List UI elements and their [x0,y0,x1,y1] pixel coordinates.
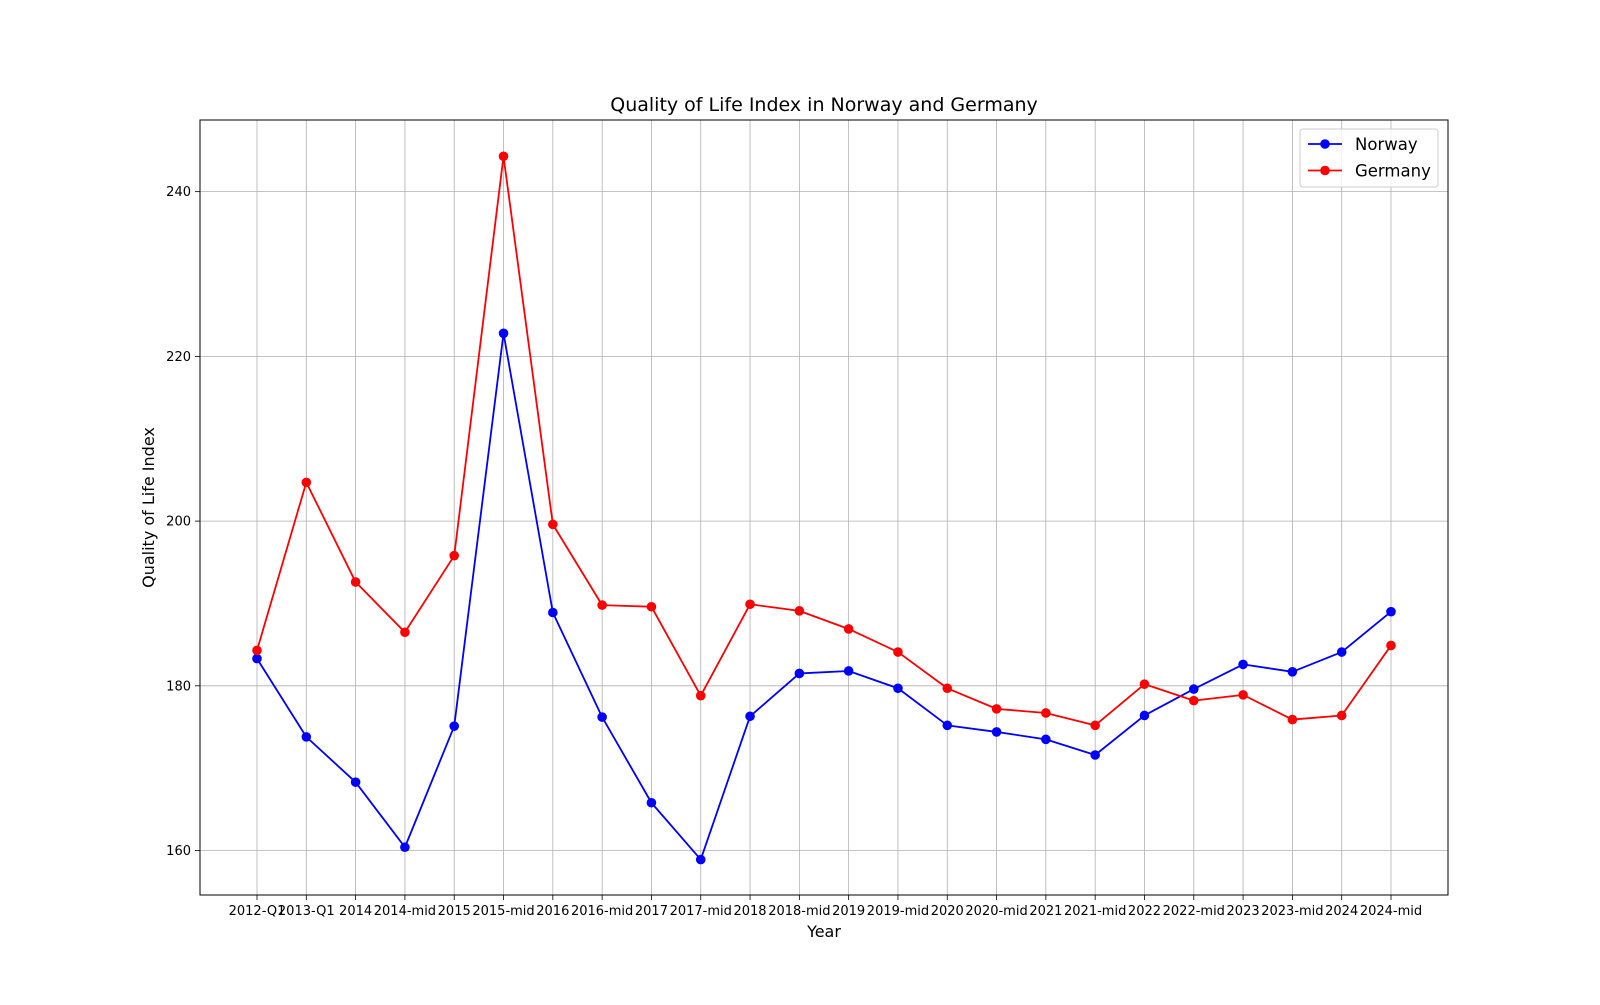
data-point-germany [843,624,854,634]
data-point-germany [794,606,805,616]
x-tick-label: 2014 [339,904,372,919]
data-point-germany [1139,679,1150,689]
x-tick-label: 2017 [635,904,668,919]
x-tick-label: 2022 [1128,904,1161,919]
data-point-norway [1238,659,1248,670]
x-tick-label: 2018-mid [768,904,830,919]
series-line-germany [256,155,1392,727]
data-point-germany [695,690,706,701]
data-point-germany [1238,690,1248,700]
legend-item-germany: Germany [1308,162,1431,181]
x-tick-label: 2017-mid [670,904,732,919]
data-point-germany [893,647,903,657]
series-germany [252,151,1396,731]
legend: Norway Germany [1299,128,1439,188]
data-point-norway [350,777,361,787]
data-point-norway [794,668,805,679]
data-point-norway [991,727,1002,737]
x-tick-label: 2023 [1227,904,1260,919]
legend-item-norway: Norway [1308,135,1418,154]
data-point-norway [301,732,312,742]
series-line-norway [256,332,1392,861]
data-point-germany [400,627,410,638]
y-tick-label: 200 [166,515,191,530]
x-tick-label: 2019-mid [867,904,929,919]
data-point-germany [1287,714,1298,725]
x-tick-label: 2019 [832,904,865,919]
data-point-norway [646,797,657,808]
data-point-germany [991,704,1002,714]
data-point-germany [745,599,755,610]
x-tick-label: 2020 [931,904,964,919]
data-point-germany [942,683,953,694]
data-point-norway [1041,734,1051,745]
x-tick-label: 2016 [536,904,569,919]
grid [200,120,1448,895]
y-tick-label: 160 [166,844,191,859]
data-point-norway [745,711,755,722]
x-tick-label: 2024 [1325,904,1358,919]
data-point-germany [350,577,361,587]
x-tick-label: 2020-mid [965,904,1027,919]
data-point-norway [1139,710,1150,721]
x-tick-label: 2013-Q1 [278,904,335,919]
data-point-norway [1188,684,1199,694]
data-point-norway [1386,606,1396,617]
y-tick-label: 220 [166,350,191,365]
data-point-germany [301,477,312,488]
data-point-norway [400,842,410,853]
data-point-germany [1041,708,1051,718]
data-point-germany [646,601,657,612]
x-tick-label: 2023-mid [1261,904,1323,919]
chart-title: Quality of Life Index in Norway and Germ… [610,94,1038,116]
data-point-norway [449,721,460,731]
data-point-germany [1090,720,1100,731]
data-point-norway [695,854,706,865]
x-tick-label: 2018 [733,904,766,919]
y-tick-label: 180 [166,679,191,694]
y-axis-label: Quality of Life Index [139,427,158,588]
legend-marker-norway [1320,139,1330,149]
x-tick-label: 2015 [438,904,471,919]
data-point-germany [1386,640,1396,651]
x-tick-label: 2012-Q1 [229,904,286,919]
data-point-germany [597,600,607,610]
y-tick-label: 240 [166,185,191,200]
data-point-norway [893,683,903,694]
legend-label-norway: Norway [1355,135,1418,154]
data-point-germany [548,519,558,530]
x-tick-label: 2022-mid [1163,904,1225,919]
x-axis-label: Year [806,922,841,941]
x-tick-label: 2021-mid [1064,904,1126,919]
data-point-norway [1336,647,1347,657]
data-point-germany [498,151,509,162]
data-point-norway [942,720,953,731]
data-point-norway [548,607,558,618]
data-point-germany [449,550,460,561]
data-point-germany [1336,710,1347,721]
legend-label-germany: Germany [1355,162,1431,181]
legend-marker-germany [1320,165,1330,176]
data-point-norway [1090,750,1100,760]
data-point-norway [498,328,509,339]
data-point-norway [843,666,854,676]
data-point-germany [252,645,262,656]
data-point-norway [252,653,262,664]
x-tick-label: 2021 [1029,904,1062,919]
x-tick-label: 2014-mid [374,904,436,919]
series-group [252,151,1396,865]
x-tick-label: 2024-mid [1360,904,1422,919]
plot-frame [199,119,1449,896]
data-point-germany [1188,695,1199,706]
data-point-norway [1287,667,1298,677]
data-point-norway [597,712,607,722]
x-tick-label: 2015-mid [472,904,534,919]
series-norway [252,328,1396,865]
x-tick-label: 2016-mid [571,904,633,919]
